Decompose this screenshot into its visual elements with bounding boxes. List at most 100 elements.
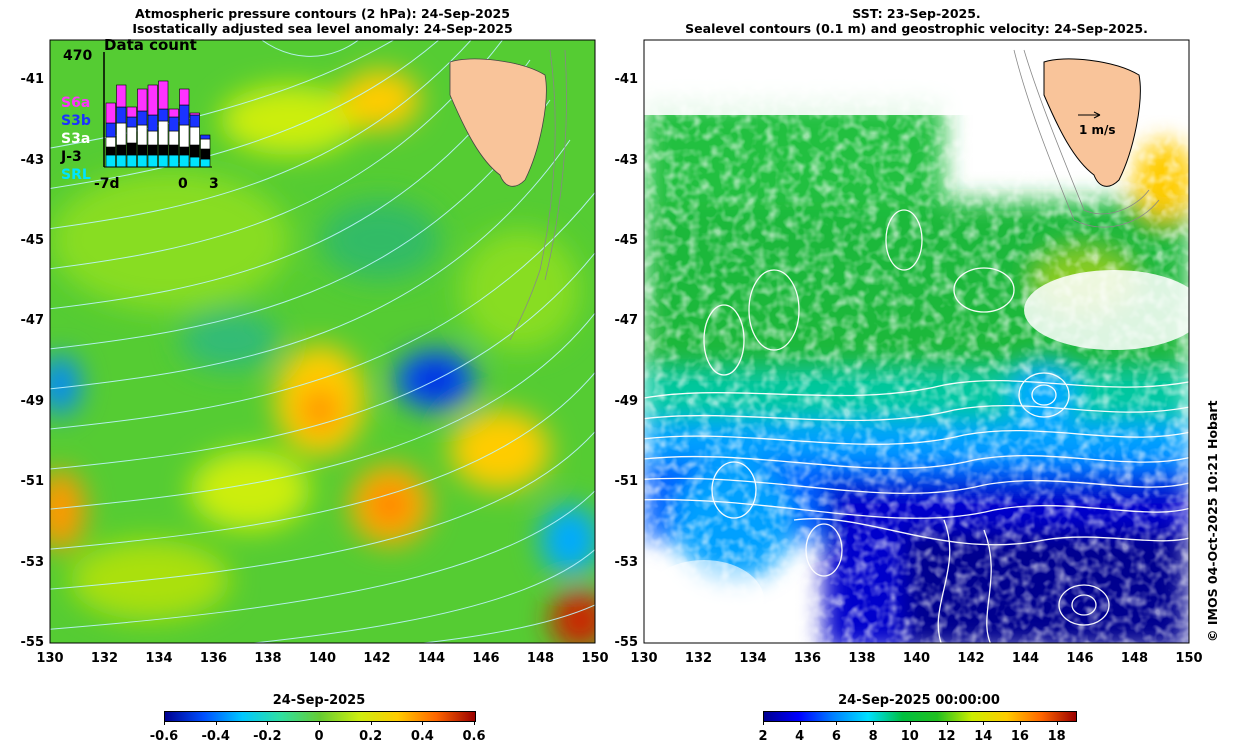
right-colorbar-tick-mark <box>1019 721 1021 725</box>
right-colorbar <box>763 711 1077 722</box>
right-y-tick: -47 <box>614 313 639 329</box>
inset-bar-segment <box>126 116 137 128</box>
tasmania-land <box>449 58 547 187</box>
right-x-tick: 130 <box>630 651 658 666</box>
left-x-tick: 138 <box>254 651 282 666</box>
left-panel-title: Atmospheric pressure contours (2 hPa): 2… <box>50 6 595 36</box>
left-y-tick: -47 <box>20 313 45 329</box>
inset-bar-segment <box>126 154 137 168</box>
inset-bar-segment <box>158 120 169 146</box>
right-colorbar-title: 24-Sep-2025 00:00:00 <box>838 693 1000 708</box>
left-colorbar-tick-mark <box>215 721 217 725</box>
right-colorbar-tick-mark <box>763 721 764 725</box>
velocity-reference-arrow <box>1078 111 1101 119</box>
right-x-tick: 150 <box>1175 651 1203 666</box>
inset-bar-segment <box>189 112 200 116</box>
left-x-tick: 132 <box>90 651 119 666</box>
inset-bar-segment <box>105 102 116 124</box>
inset-bar-segment <box>105 154 116 168</box>
right-title-line1: SST: 23-Sep-2025. <box>852 6 981 21</box>
right-y-tick: -53 <box>614 554 639 570</box>
inset-bar-segment <box>179 154 190 168</box>
right-x-tick: 146 <box>1066 651 1094 666</box>
left-colorbar-tick-mark <box>370 721 372 725</box>
inset-bar-segment <box>137 144 148 156</box>
inset-bar-segment <box>105 122 116 138</box>
right-colorbar-tick-label: 10 <box>900 729 919 744</box>
inset-bar-segment <box>200 148 211 160</box>
left-x-tick: 130 <box>36 651 64 666</box>
inset-bar-segment <box>126 106 137 118</box>
inset-bar-segment <box>179 104 190 126</box>
inset-bar-segment <box>116 144 127 156</box>
right-colorbar-tick-mark <box>799 721 801 725</box>
left-x-tick: 148 <box>526 651 555 666</box>
right-colorbar-tick-mark <box>1056 721 1058 725</box>
right-colorbar-tick-label: 2 <box>758 729 768 744</box>
inset-bar-segment <box>137 110 148 126</box>
inset-bar-segment <box>126 142 137 156</box>
right-map <box>643 39 1190 644</box>
right-y-tick: -43 <box>614 152 639 168</box>
inset-bars <box>103 52 212 168</box>
right-colorbar-tick-label: 8 <box>868 729 878 744</box>
inset-x-label-zero: 0 <box>178 176 188 192</box>
left-x-tick: 144 <box>417 651 446 666</box>
left-y-tick: -45 <box>20 233 45 248</box>
right-x-tick: 142 <box>957 651 985 666</box>
left-y-tick: -51 <box>20 474 45 490</box>
left-colorbar-tick-mark <box>319 721 320 725</box>
inset-x-label-end: 3 <box>209 176 219 192</box>
inset-bar-segment <box>147 114 158 132</box>
left-colorbar-tick-label: 0.4 <box>410 729 434 744</box>
left-y-tick: -49 <box>20 393 45 409</box>
inset-bar-segment <box>158 108 169 122</box>
right-x-tick: 140 <box>902 651 931 666</box>
inset-x-label-start: -7d <box>94 176 120 192</box>
inset-mission-s6a: S6a <box>61 95 91 111</box>
inset-title: Data count <box>104 36 197 54</box>
inset-bar-segment <box>200 134 211 140</box>
inset-bar-segment <box>179 124 190 148</box>
inset-bar-segment <box>168 144 179 156</box>
right-colorbar-tick-mark <box>836 721 838 725</box>
left-x-tick: 142 <box>363 651 391 666</box>
left-colorbar-tick-mark <box>422 721 424 725</box>
left-colorbar-title: 24-Sep-2025 <box>272 693 366 708</box>
inset-bar-segment <box>137 88 148 112</box>
inset-max-label: 470 <box>63 48 93 64</box>
inset-bar-segment <box>158 154 169 168</box>
right-x-tick: 134 <box>739 651 767 666</box>
left-x-tick: 140 <box>308 651 337 666</box>
left-colorbar-tick-label: -0.4 <box>201 729 230 744</box>
left-x-tick: 134 <box>145 651 173 666</box>
left-y-tick: -55 <box>20 635 45 650</box>
inset-bar-segment <box>168 108 179 118</box>
right-colorbar-tick-mark <box>909 721 911 725</box>
inset-bar-segment <box>137 124 148 146</box>
right-y-tick: -55 <box>614 635 639 650</box>
inset-bar-segment <box>200 138 211 150</box>
inset-bar-segment <box>147 154 158 168</box>
right-colorbar-tick-label: 4 <box>795 729 805 744</box>
inset-bar-segment <box>116 154 127 168</box>
inset-bar-segment <box>158 80 169 110</box>
right-colorbar-tick-label: 14 <box>974 729 993 744</box>
inset-mission-s3b: S3b <box>61 113 91 129</box>
inset-bar-segment <box>147 130 158 146</box>
left-x-tick: 146 <box>472 651 500 666</box>
inset-bar-segment <box>200 158 211 168</box>
right-colorbar-tick-label: 6 <box>831 729 841 744</box>
inset-bar-segment <box>105 136 116 148</box>
inset-bar-segment <box>116 106 127 124</box>
left-colorbar-tick-mark <box>164 721 165 725</box>
inset-mission-j3: J-3 <box>61 149 82 165</box>
right-colorbar-tick-label: 12 <box>937 729 956 744</box>
left-colorbar-tick-label: -0.2 <box>253 729 282 744</box>
inset-bar-segment <box>137 154 148 168</box>
left-x-tick: 136 <box>199 651 228 666</box>
inset-bar-segment <box>105 146 116 156</box>
inset-legend: S6a S3b S3a J-3 SRL <box>61 94 91 184</box>
inset-bar-segment <box>168 116 179 132</box>
right-panel-title: SST: 23-Sep-2025. Sealevel contours (0.1… <box>644 6 1189 36</box>
